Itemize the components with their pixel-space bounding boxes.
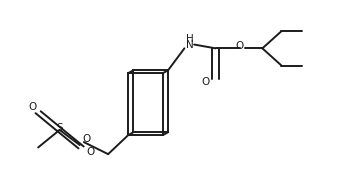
- Text: O: O: [87, 147, 95, 157]
- Text: O: O: [82, 134, 91, 144]
- Text: O: O: [202, 77, 210, 87]
- Text: N: N: [186, 40, 193, 50]
- Text: H: H: [186, 34, 193, 44]
- Text: S: S: [56, 123, 63, 133]
- Text: O: O: [236, 41, 244, 51]
- Text: O: O: [29, 103, 37, 113]
